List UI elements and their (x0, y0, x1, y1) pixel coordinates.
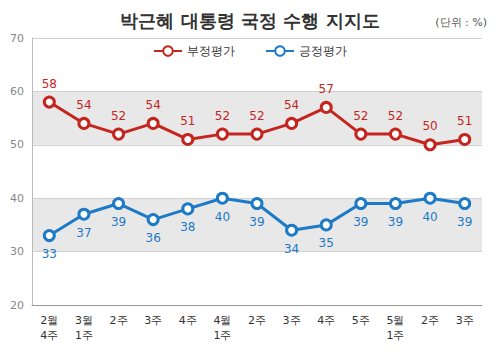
svg-text:박근혜 대통령 국정 수행 지지도: 박근혜 대통령 국정 수행 지지도 (120, 10, 379, 31)
svg-text:2주: 2주 (248, 314, 266, 327)
svg-text:51: 51 (180, 114, 195, 128)
svg-text:4월: 4월 (213, 314, 231, 327)
svg-text:52: 52 (111, 109, 126, 123)
svg-text:52: 52 (215, 109, 230, 123)
svg-text:39: 39 (249, 215, 264, 229)
svg-text:3월: 3월 (75, 314, 93, 327)
svg-text:부정평가: 부정평가 (187, 44, 235, 58)
svg-text:39: 39 (111, 215, 126, 229)
svg-text:51: 51 (457, 114, 472, 128)
svg-text:3주: 3주 (144, 314, 162, 327)
svg-text:5주: 5주 (352, 314, 370, 327)
svg-text:39: 39 (353, 215, 368, 229)
svg-text:35: 35 (319, 236, 334, 250)
svg-text:2주: 2주 (110, 314, 128, 327)
svg-text:20: 20 (10, 299, 24, 312)
svg-text:3주: 3주 (456, 314, 474, 327)
svg-text:33: 33 (42, 247, 57, 261)
svg-text:4주: 4주 (317, 314, 335, 327)
svg-text:34: 34 (284, 242, 299, 256)
svg-text:4주: 4주 (40, 329, 58, 342)
svg-text:40: 40 (215, 210, 230, 224)
svg-text:긍정평가: 긍정평가 (299, 44, 347, 58)
svg-text:30: 30 (10, 245, 24, 258)
svg-text:2월: 2월 (40, 314, 58, 327)
svg-text:54: 54 (146, 98, 161, 112)
svg-text:36: 36 (146, 231, 161, 245)
svg-text:52: 52 (353, 109, 368, 123)
svg-text:37: 37 (76, 226, 91, 240)
svg-text:1주: 1주 (386, 329, 404, 342)
svg-text:54: 54 (76, 98, 91, 112)
svg-text:5월: 5월 (386, 314, 404, 327)
svg-text:40: 40 (10, 192, 24, 205)
svg-text:40: 40 (422, 210, 437, 224)
svg-text:3주: 3주 (283, 314, 301, 327)
svg-text:1주: 1주 (213, 329, 231, 342)
svg-text:38: 38 (180, 220, 195, 234)
svg-text:58: 58 (42, 77, 57, 91)
svg-text:39: 39 (457, 215, 472, 229)
svg-text:50: 50 (10, 138, 24, 151)
svg-text:(단위 : %): (단위 : %) (435, 16, 487, 29)
svg-text:1주: 1주 (75, 329, 93, 342)
svg-text:50: 50 (422, 119, 437, 133)
svg-text:57: 57 (319, 82, 334, 96)
svg-text:4주: 4주 (179, 314, 197, 327)
svg-text:70: 70 (10, 32, 24, 45)
svg-text:60: 60 (10, 85, 24, 98)
svg-text:52: 52 (388, 109, 403, 123)
svg-text:54: 54 (284, 98, 299, 112)
svg-text:2주: 2주 (421, 314, 439, 327)
svg-text:52: 52 (249, 109, 264, 123)
svg-text:39: 39 (388, 215, 403, 229)
